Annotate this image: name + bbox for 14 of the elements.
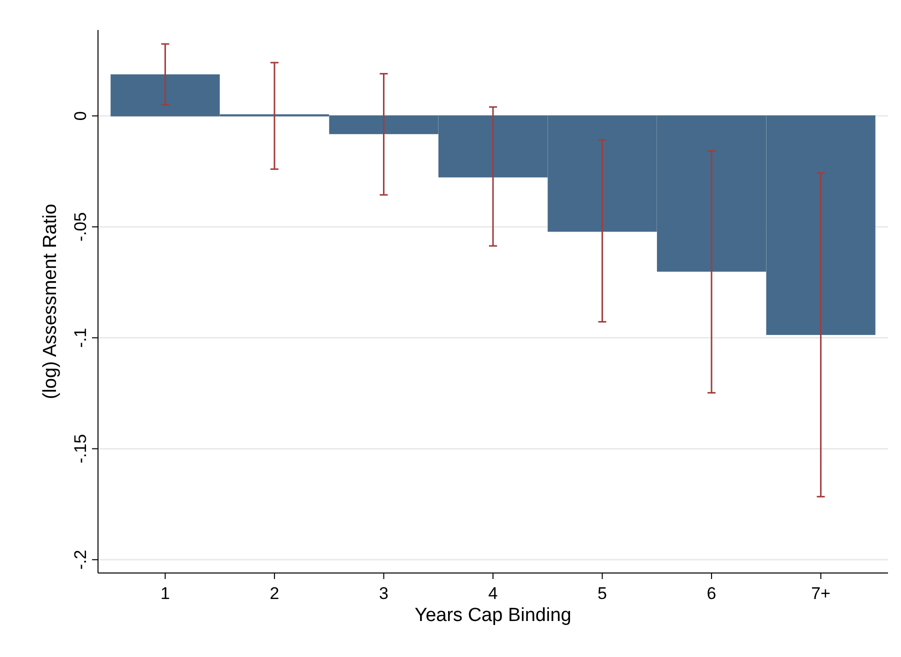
x-axis-title: Years Cap Binding (414, 605, 572, 626)
x-tick-label: 4 (488, 584, 498, 603)
x-tick-label: 3 (379, 584, 388, 603)
y-tick-label: -.05 (71, 212, 90, 242)
x-tick-label: 2 (270, 584, 280, 603)
y-tick-label: 0 (71, 111, 90, 121)
y-tick-label: -.2 (71, 550, 90, 570)
y-tick-label: -.1 (71, 328, 90, 348)
x-tick-label: 5 (598, 584, 607, 603)
y-axis-title: (log) Assessment Ratio (40, 204, 61, 400)
x-tick-label: 1 (160, 584, 170, 603)
x-tick-label: 6 (706, 584, 716, 603)
x-tick-label: 7+ (811, 584, 831, 603)
y-tick-label: -.15 (71, 434, 90, 464)
